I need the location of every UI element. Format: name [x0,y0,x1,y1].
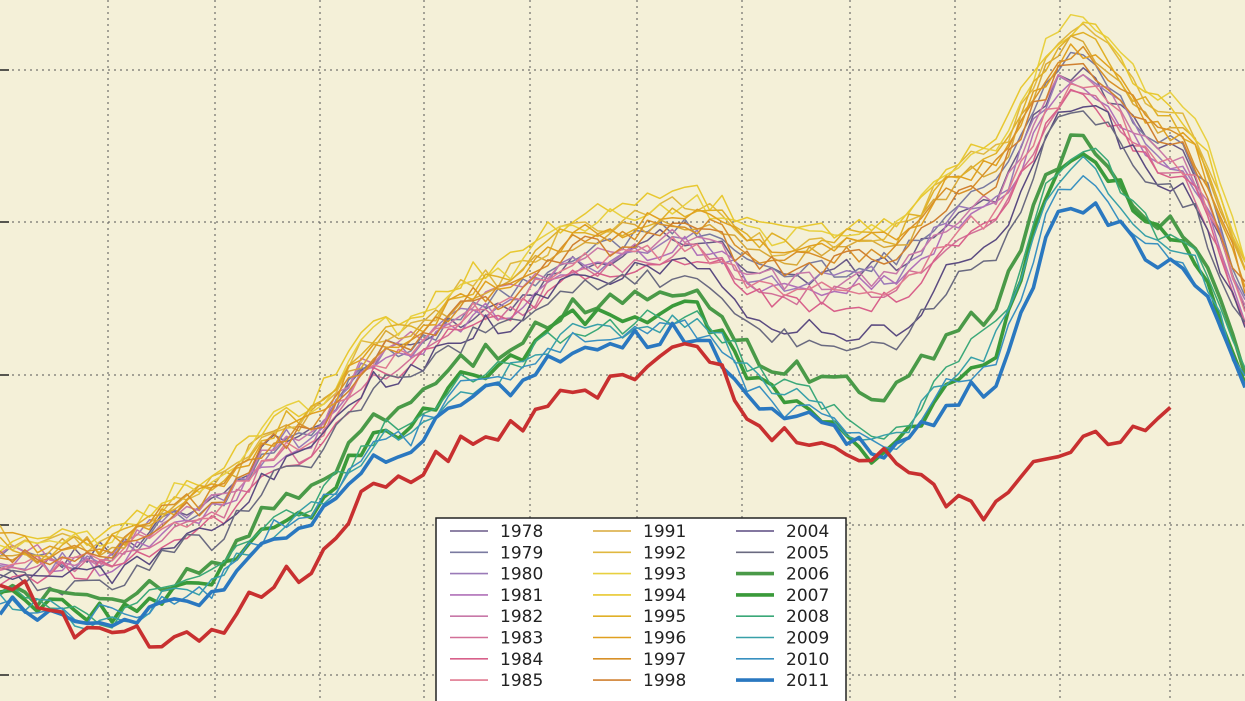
legend-label: 1997 [643,650,686,670]
legend-label: 2009 [786,629,829,649]
series-line-1997 [0,45,1245,563]
legend-label: 1981 [500,586,543,606]
legend-label: 2005 [786,543,829,563]
legend-label: 1983 [500,629,543,649]
legend-label: 2008 [786,607,829,627]
legend-label: 1993 [643,565,686,585]
series-line-1994 [0,21,1245,553]
series-line-1985 [0,82,1245,575]
series-line-1998 [0,62,1245,566]
series-line-unlabeled [0,341,1172,649]
legend-label: 1992 [643,543,686,563]
legend-label: 1985 [500,671,543,691]
series-line-1996 [0,43,1245,556]
legend-label: 1982 [500,607,543,627]
series-lines [0,13,1245,649]
legend-label: 2004 [786,522,829,542]
legend-label: 2011 [786,671,829,691]
legend-label: 1991 [643,522,686,542]
series-line-1978 [0,67,1245,584]
series-line-1991 [0,35,1245,565]
legend-label: 1978 [500,522,543,542]
legend-label: 1994 [643,586,686,606]
legend-label: 1979 [500,543,543,563]
series-line-1982 [0,73,1245,568]
legend-box [435,517,847,701]
series-line-1995 [0,31,1245,558]
series-line-2008 [0,147,1245,629]
legend-label: 1998 [643,671,686,691]
legend-label: 2006 [786,565,829,585]
legend-label: 1984 [500,650,543,670]
series-line-2006 [0,133,1245,608]
legend-label: 2010 [786,650,829,670]
legend-label: 1995 [643,607,686,627]
legend-label: 1980 [500,565,543,585]
series-line-1984 [0,88,1245,586]
series-line-1983 [0,89,1245,573]
series-line-2005 [0,110,1245,596]
legend-label: 2007 [786,586,829,606]
series-line-2004 [0,104,1245,585]
series-line-2009 [0,155,1245,631]
series-line-2011 [0,201,1245,628]
legend-label: 1996 [643,629,686,649]
